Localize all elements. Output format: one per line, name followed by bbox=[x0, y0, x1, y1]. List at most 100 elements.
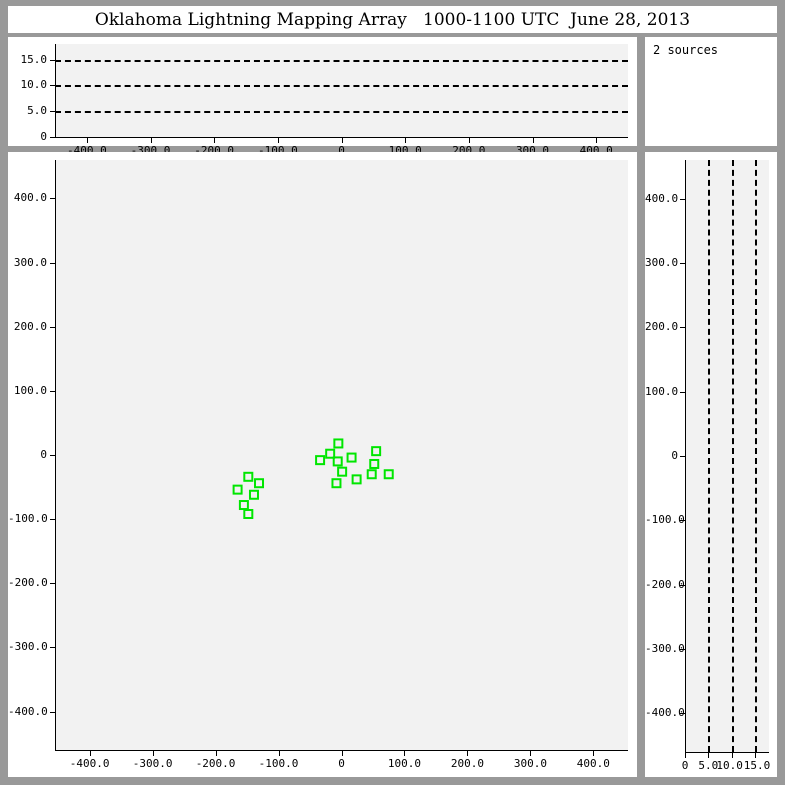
x-tick-label: 0 bbox=[681, 759, 689, 772]
time-height-plot-area[interactable] bbox=[55, 44, 628, 137]
lightning-source-marker[interactable] bbox=[383, 469, 394, 480]
x-tick-label: -200.0 bbox=[195, 757, 236, 770]
lightning-source-marker[interactable] bbox=[371, 446, 382, 457]
x-tick-label: 300.0 bbox=[513, 757, 547, 770]
x-tick bbox=[89, 751, 91, 756]
x-tick bbox=[596, 138, 598, 143]
x-tick-label: 15.0 bbox=[743, 759, 771, 772]
time-height-panel: 0 5.0 10.0 15.0 -400.0 -300.0 -200.0 -100.0 0 100… bbox=[8, 37, 637, 157]
y-tick bbox=[50, 647, 56, 649]
lightning-source-marker[interactable] bbox=[315, 455, 326, 466]
lightning-source-marker[interactable] bbox=[238, 500, 249, 511]
x-tick-label: 10.0 bbox=[716, 759, 743, 772]
lightning-source-marker[interactable] bbox=[366, 469, 377, 480]
gridline-y bbox=[55, 85, 628, 88]
plan-view-map-panel: -400.0 -300.0 -200.0 -100.0 0 100.0 200.0 300.0… bbox=[8, 152, 637, 777]
y-tick-label: 300.0 bbox=[645, 255, 679, 269]
y-tick bbox=[50, 198, 56, 200]
y-tick-label: 200.0 bbox=[645, 320, 679, 334]
y-tick bbox=[50, 59, 56, 61]
y-tick bbox=[680, 456, 686, 457]
y-axis-line bbox=[55, 44, 56, 137]
gridline-x bbox=[731, 160, 734, 752]
x-axis-line bbox=[55, 750, 628, 751]
x-tick bbox=[685, 753, 686, 758]
x-tick bbox=[86, 138, 88, 143]
y-tick bbox=[50, 711, 56, 713]
x-tick-label: -300.0 bbox=[132, 757, 173, 770]
y-tick bbox=[680, 520, 686, 522]
map-source-markers[interactable] bbox=[8, 152, 637, 777]
lightning-source-marker[interactable] bbox=[243, 471, 254, 482]
y-tick-label: 0 bbox=[40, 130, 47, 143]
y-tick-label: 200.0 bbox=[13, 319, 47, 333]
x-axis-line bbox=[55, 137, 628, 138]
x-tick bbox=[341, 138, 343, 143]
x-tick bbox=[152, 751, 154, 756]
altitude-histogram-panel: -400.0 -300.0 -200.0 -100.0 0 100.0 200.0 300.0… bbox=[645, 152, 777, 777]
y-tick bbox=[680, 327, 686, 329]
source-count-panel: 2 sources bbox=[645, 37, 777, 146]
lightning-source-marker[interactable] bbox=[351, 474, 362, 485]
lightning-source-marker[interactable] bbox=[254, 478, 265, 489]
map-plot-area[interactable] bbox=[55, 160, 628, 750]
y-tick-label: 100.0 bbox=[13, 383, 47, 397]
y-tick bbox=[680, 262, 686, 264]
y-tick bbox=[50, 519, 56, 521]
lightning-source-marker[interactable] bbox=[248, 489, 259, 500]
y-tick-label: 5.0 bbox=[27, 104, 47, 118]
gridline-y bbox=[55, 111, 628, 114]
lightning-source-marker[interactable] bbox=[337, 466, 348, 477]
gridline-y bbox=[55, 59, 628, 62]
y-tick bbox=[680, 649, 686, 651]
y-tick-label: 400.0 bbox=[645, 191, 679, 205]
y-tick bbox=[50, 111, 56, 113]
y-tick-label: 100.0 bbox=[645, 384, 679, 398]
x-tick-label: -100.0 bbox=[258, 757, 299, 770]
y-tick bbox=[50, 390, 56, 392]
lightning-source-marker[interactable] bbox=[332, 456, 343, 467]
gridline-x bbox=[708, 160, 711, 752]
gridline-x bbox=[755, 160, 757, 752]
x-tick bbox=[530, 751, 532, 756]
y-tick-label: 10.0 bbox=[20, 78, 48, 92]
y-tick-label: -400.0 bbox=[8, 704, 48, 718]
x-tick bbox=[731, 753, 733, 758]
y-tick bbox=[680, 391, 686, 393]
y-tick-label: -100.0 bbox=[8, 512, 48, 526]
title-panel: Oklahoma Lightning Mapping Array 1000-11… bbox=[8, 6, 777, 33]
source-count-label: 2 sources bbox=[653, 43, 719, 57]
y-tick bbox=[50, 137, 56, 138]
y-tick bbox=[50, 326, 56, 328]
lightning-source-marker[interactable] bbox=[325, 448, 336, 459]
y-tick-label: 400.0 bbox=[13, 191, 47, 205]
y-tick-label: 300.0 bbox=[13, 255, 47, 269]
lightning-source-marker[interactable] bbox=[331, 478, 342, 489]
y-tick-label: 15.0 bbox=[20, 52, 48, 66]
lightning-source-marker[interactable] bbox=[333, 438, 344, 449]
y-tick bbox=[680, 713, 686, 715]
x-tick bbox=[215, 751, 217, 756]
x-tick-label: 0 bbox=[338, 757, 345, 770]
x-tick bbox=[341, 751, 343, 756]
y-tick bbox=[50, 583, 56, 585]
lightning-source-marker[interactable] bbox=[369, 458, 380, 469]
y-tick bbox=[680, 198, 686, 200]
y-tick-label: -400.0 bbox=[645, 706, 685, 720]
x-tick bbox=[405, 138, 407, 143]
y-tick bbox=[50, 455, 56, 456]
x-tick bbox=[755, 753, 756, 758]
lightning-source-marker[interactable] bbox=[346, 452, 357, 463]
x-tick bbox=[150, 138, 152, 143]
x-tick bbox=[214, 138, 216, 143]
x-tick bbox=[593, 751, 595, 756]
x-tick-label: 5.0 bbox=[698, 759, 719, 772]
lightning-source-marker[interactable] bbox=[232, 484, 243, 495]
lightning-source-marker[interactable] bbox=[243, 509, 254, 519]
x-tick bbox=[404, 751, 406, 756]
y-tick-label: 0 bbox=[40, 448, 47, 461]
y-tick bbox=[680, 584, 686, 586]
page-title: Oklahoma Lightning Mapping Array 1000-11… bbox=[94, 9, 691, 30]
y-tick bbox=[50, 85, 56, 87]
y-tick-label: -300.0 bbox=[8, 640, 48, 654]
